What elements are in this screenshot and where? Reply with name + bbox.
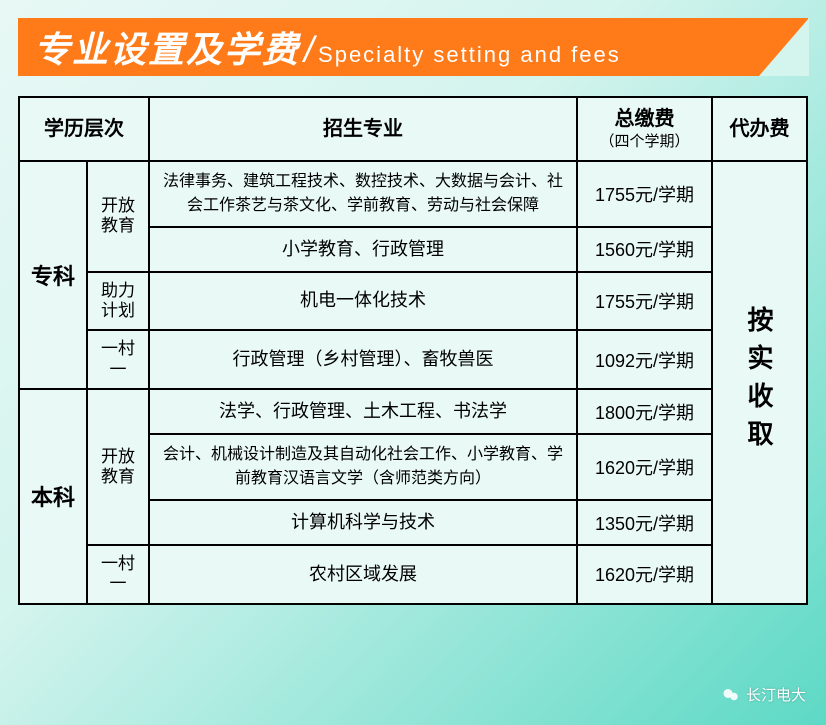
fee-cell: 1092元/学期 xyxy=(577,330,712,389)
title-banner: 专业设置及学费 / Specialty setting and fees xyxy=(18,18,808,76)
agent-fee-cell: 按实收取 xyxy=(712,161,807,604)
major-cell: 农村区域发展 xyxy=(149,545,577,604)
type-cell: 一村一 xyxy=(87,330,149,389)
th-fee-sub: （四个学期） xyxy=(584,132,705,152)
type-cell: 一村一 xyxy=(87,545,149,604)
watermark: 长汀电大 xyxy=(722,684,806,705)
banner-title-en: Specialty setting and fees xyxy=(318,42,621,68)
th-major: 招生专业 xyxy=(149,97,577,161)
table-header-row: 学历层次 招生专业 总缴费 （四个学期） 代办费 xyxy=(19,97,807,161)
table-row: 一村一行政管理（乡村管理）、畜牧兽医1092元/学期 xyxy=(19,330,807,389)
banner-text: 专业设置及学费 / Specialty setting and fees xyxy=(18,21,621,73)
fee-cell: 1560元/学期 xyxy=(577,227,712,272)
table-row: 助力计划机电一体化技术1755元/学期 xyxy=(19,272,807,331)
major-cell: 行政管理（乡村管理）、畜牧兽医 xyxy=(149,330,577,389)
table-row: 一村一农村区域发展1620元/学期 xyxy=(19,545,807,604)
type-cell: 开放教育 xyxy=(87,389,149,545)
fee-cell: 1620元/学期 xyxy=(577,545,712,604)
fee-cell: 1755元/学期 xyxy=(577,272,712,331)
th-fee-main: 总缴费 xyxy=(584,106,705,132)
major-cell: 计算机科学与技术 xyxy=(149,500,577,545)
th-fee: 总缴费 （四个学期） xyxy=(577,97,712,161)
major-cell: 会计、机械设计制造及其自动化社会工作、小学教育、学前教育汉语言文学（含师范类方向… xyxy=(149,434,577,500)
fee-table-container: 学历层次 招生专业 总缴费 （四个学期） 代办费 专科开放教育法律事务、建筑工程… xyxy=(18,96,808,605)
watermark-text: 长汀电大 xyxy=(746,684,806,705)
level-cell: 本科 xyxy=(19,389,87,604)
major-cell: 小学教育、行政管理 xyxy=(149,227,577,272)
th-agent: 代办费 xyxy=(712,97,807,161)
type-cell: 助力计划 xyxy=(87,272,149,331)
table-body: 专科开放教育法律事务、建筑工程技术、数控技术、大数据与会计、社会工作茶艺与茶文化… xyxy=(19,161,807,604)
fee-cell: 1755元/学期 xyxy=(577,161,712,227)
fee-cell: 1350元/学期 xyxy=(577,500,712,545)
banner-title-cn: 专业设置及学费 xyxy=(34,21,300,73)
th-level: 学历层次 xyxy=(19,97,149,161)
fee-cell: 1620元/学期 xyxy=(577,434,712,500)
major-cell: 机电一体化技术 xyxy=(149,272,577,331)
major-cell: 法学、行政管理、土木工程、书法学 xyxy=(149,389,577,434)
table-row: 本科开放教育法学、行政管理、土木工程、书法学1800元/学期 xyxy=(19,389,807,434)
fee-cell: 1800元/学期 xyxy=(577,389,712,434)
level-cell: 专科 xyxy=(19,161,87,390)
type-cell: 开放教育 xyxy=(87,161,149,272)
major-cell: 法律事务、建筑工程技术、数控技术、大数据与会计、社会工作茶艺与茶文化、学前教育、… xyxy=(149,161,577,227)
banner-slash: / xyxy=(304,29,314,71)
fee-table: 学历层次 招生专业 总缴费 （四个学期） 代办费 专科开放教育法律事务、建筑工程… xyxy=(18,96,808,605)
table-row: 专科开放教育法律事务、建筑工程技术、数控技术、大数据与会计、社会工作茶艺与茶文化… xyxy=(19,161,807,227)
wechat-icon xyxy=(722,686,740,704)
